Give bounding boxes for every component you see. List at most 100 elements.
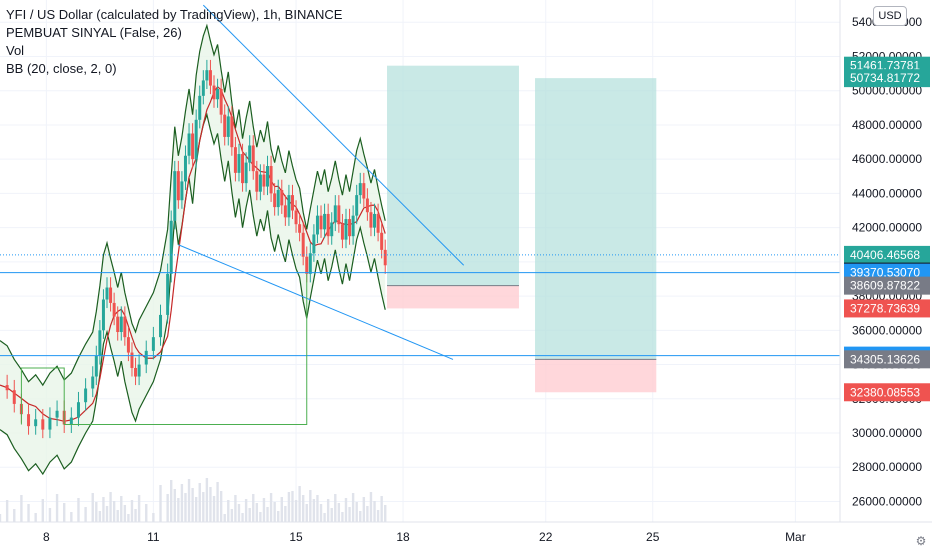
candle-body-71[interactable] (312, 234, 316, 254)
candle-body-36[interactable] (187, 133, 191, 156)
candle-body-32[interactable] (173, 171, 177, 221)
candle-body-62[interactable] (280, 189, 284, 206)
candle-body-58[interactable] (266, 166, 270, 187)
indicator-bollinger-bands[interactable]: BB (20, close, 2, 0) (6, 61, 117, 76)
candle-body-43[interactable] (212, 85, 216, 100)
candle-body-42[interactable] (208, 70, 212, 86)
candle-body-7[interactable] (48, 417, 52, 430)
position-stop-zone-0[interactable] (387, 285, 519, 309)
candle-body-69[interactable] (305, 256, 309, 274)
candle-body-63[interactable] (283, 205, 287, 218)
candle-body-31[interactable] (169, 220, 173, 274)
candle-body-86[interactable] (365, 198, 369, 213)
position-target-zone-0[interactable] (387, 65, 519, 286)
candle-body-39[interactable] (198, 95, 202, 120)
candle-body-46[interactable] (223, 114, 227, 137)
candle-body-77[interactable] (333, 205, 337, 223)
candle-body-91[interactable] (383, 249, 387, 266)
candle-body-17[interactable] (105, 287, 109, 300)
candle-body-85[interactable] (362, 183, 366, 199)
candle-body-12[interactable] (84, 388, 88, 403)
candle-body-75[interactable] (326, 213, 330, 237)
candle-body-5[interactable] (34, 419, 38, 427)
candle-body-4[interactable] (27, 414, 31, 427)
candle-body-87[interactable] (369, 212, 373, 228)
candle-body-20[interactable] (116, 316, 120, 333)
candle-body-60[interactable] (273, 193, 277, 208)
candle-body-73[interactable] (319, 215, 323, 230)
indicator-pembuat-sinyal[interactable]: PEMBUAT SINYAL (False, 26) (6, 25, 182, 40)
candle-body-76[interactable] (330, 222, 334, 237)
candle-body-90[interactable] (380, 232, 384, 250)
candle-body-26[interactable] (137, 364, 141, 377)
candle-body-88[interactable] (373, 213, 377, 228)
candle-body-27[interactable] (144, 350, 148, 365)
candle-body-68[interactable] (301, 232, 305, 257)
candle-body-52[interactable] (244, 162, 248, 184)
candle-body-14[interactable] (94, 355, 98, 377)
gear-icon[interactable]: ⚙ (915, 534, 927, 548)
candle-body-53[interactable] (248, 145, 252, 163)
candle-body-74[interactable] (323, 213, 327, 230)
candle-body-23[interactable] (126, 337, 130, 353)
candle-body-30[interactable] (166, 273, 170, 315)
candle-body-56[interactable] (258, 174, 262, 192)
trend-line-0[interactable] (202, 4, 465, 266)
currency-button[interactable]: USD (873, 6, 907, 26)
candle-body-47[interactable] (226, 116, 230, 137)
candle-body-33[interactable] (176, 171, 180, 201)
candle-body-15[interactable] (98, 330, 102, 356)
candle-body-38[interactable] (194, 119, 198, 160)
candle-body-18[interactable] (109, 287, 113, 303)
candle-body-44[interactable] (216, 88, 220, 100)
candle-body-45[interactable] (219, 88, 223, 115)
candle-body-48[interactable] (230, 116, 234, 148)
trend-line-1[interactable] (178, 244, 454, 360)
candle-body-84[interactable] (358, 183, 362, 196)
candle-body-6[interactable] (41, 419, 45, 430)
candle-body-67[interactable] (298, 224, 302, 233)
candle-body-8[interactable] (55, 410, 59, 418)
candle-body-16[interactable] (101, 299, 105, 331)
candle-body-40[interactable] (201, 80, 205, 96)
candle-body-22[interactable] (123, 316, 127, 338)
candle-body-61[interactable] (276, 189, 280, 208)
candle-body-81[interactable] (348, 219, 352, 237)
candle-body-24[interactable] (130, 352, 134, 368)
candle-body-59[interactable] (269, 166, 273, 194)
symbol-title[interactable]: YFI / US Dollar (calculated by TradingVi… (6, 7, 343, 22)
candle-body-10[interactable] (69, 417, 73, 425)
candle-body-19[interactable] (112, 302, 116, 317)
candle-body-70[interactable] (308, 253, 312, 274)
candle-body-54[interactable] (251, 145, 255, 172)
candle-body-82[interactable] (351, 215, 355, 237)
candle-body-72[interactable] (315, 215, 319, 235)
candle-body-55[interactable] (255, 171, 259, 192)
candle-body-28[interactable] (151, 337, 155, 351)
candle-body-78[interactable] (337, 205, 341, 225)
candle-body-83[interactable] (355, 195, 359, 216)
candle-body-25[interactable] (134, 367, 138, 377)
candle-body-80[interactable] (344, 219, 348, 240)
candle-body-29[interactable] (159, 314, 163, 338)
candle-body-66[interactable] (294, 210, 298, 225)
candle-body-13[interactable] (91, 376, 95, 389)
candle-body-89[interactable] (376, 213, 380, 233)
candle-body-50[interactable] (237, 154, 241, 173)
candle-body-65[interactable] (290, 195, 294, 211)
candle-body-21[interactable] (119, 316, 123, 333)
candle-body-35[interactable] (183, 155, 187, 182)
candle-body-64[interactable] (287, 195, 291, 218)
candle-body-37[interactable] (191, 133, 195, 160)
candle-body-79[interactable] (340, 224, 344, 240)
candle-body-49[interactable] (233, 147, 237, 173)
candle-body-41[interactable] (205, 70, 209, 81)
candle-body-57[interactable] (262, 174, 266, 187)
candle-body-51[interactable] (241, 154, 245, 184)
position-target-zone-1[interactable] (535, 78, 657, 360)
candle-body-11[interactable] (76, 402, 80, 418)
range-box-line[interactable] (20, 273, 308, 425)
candle-body-34[interactable] (180, 181, 184, 201)
